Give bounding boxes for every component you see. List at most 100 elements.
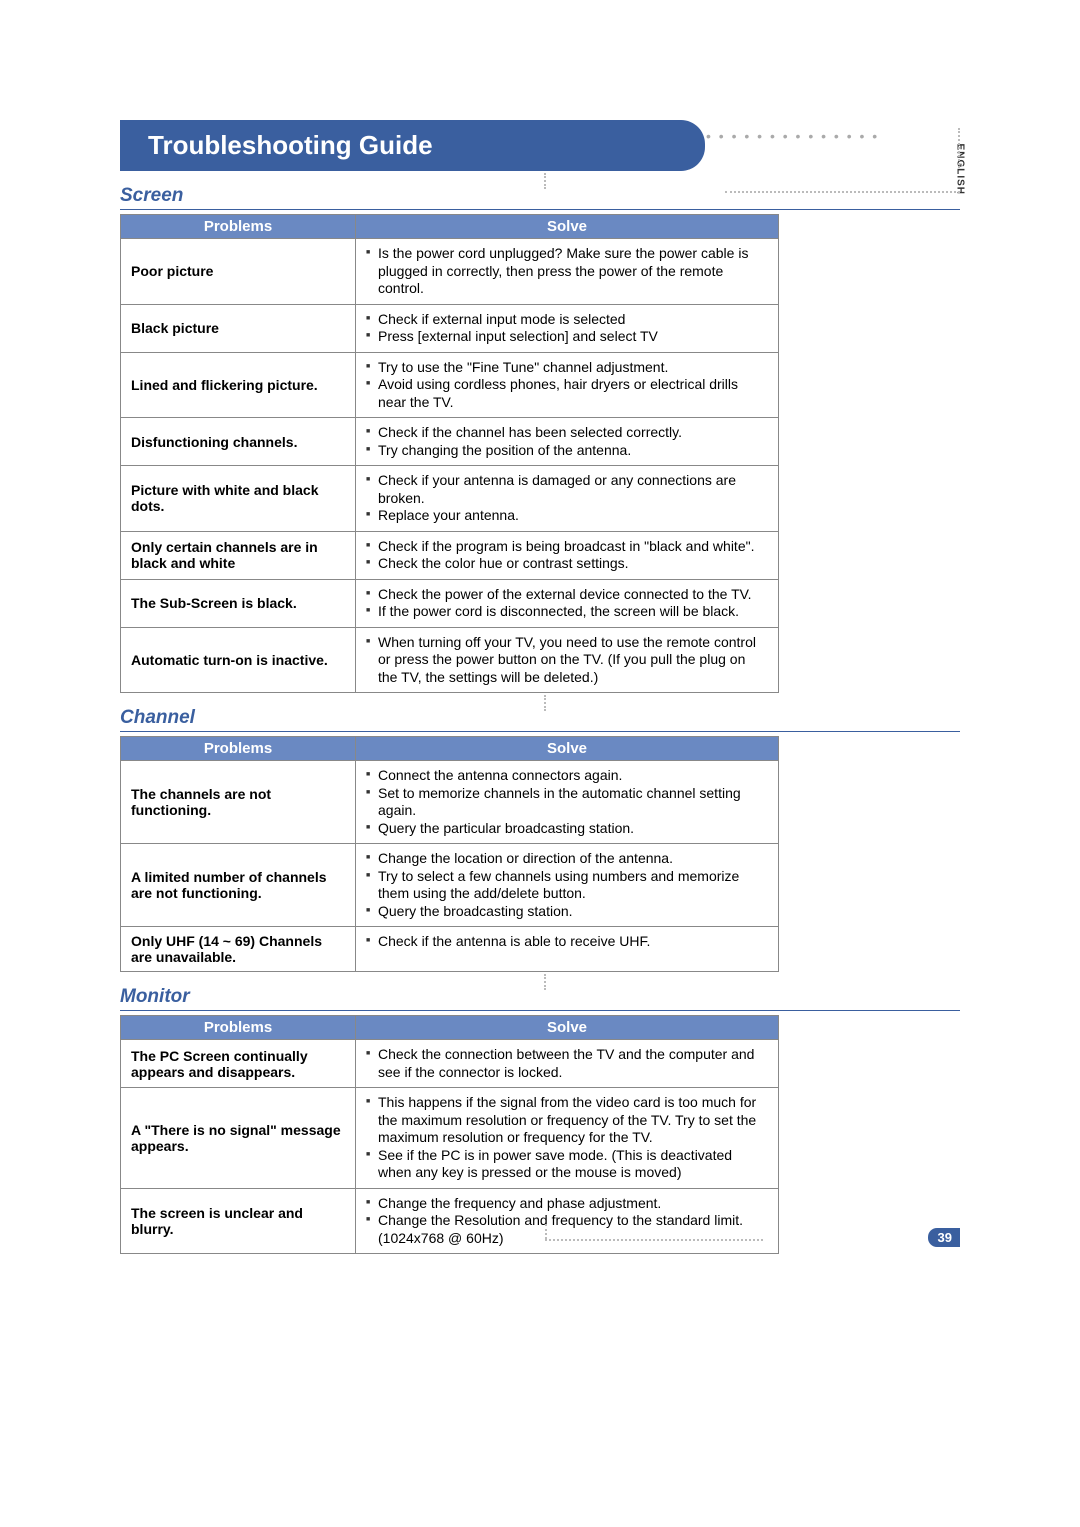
channel-table: Problems Solve The channels are not func… <box>120 736 779 972</box>
solve-item: Replace your antenna. <box>366 507 768 525</box>
solve-list: Check if your antenna is damaged or any … <box>366 472 768 525</box>
table-row: Lined and flickering picture.Try to use … <box>121 352 779 418</box>
decorative-dots <box>545 1224 547 1239</box>
table-row: Automatic turn-on is inactive.When turni… <box>121 627 779 693</box>
solve-item: Check the connection between the TV and … <box>366 1046 768 1081</box>
problem-cell: Lined and flickering picture. <box>121 352 356 418</box>
decorative-dots: • • • • • • • • • • • • • • <box>706 128 879 144</box>
table-row: Black picture Check if external input mod… <box>121 304 779 352</box>
solve-item: If the power cord is disconnected, the s… <box>366 603 768 621</box>
solve-list: Check if external input mode is selected… <box>366 311 768 346</box>
solve-item: Check the power of the external device c… <box>366 586 768 604</box>
solve-list: Check the connection between the TV and … <box>366 1046 768 1081</box>
solve-item: Query the particular broadcasting statio… <box>366 820 768 838</box>
solve-list: This happens if the signal from the vide… <box>366 1094 768 1182</box>
header-problems: Problems <box>121 1016 356 1040</box>
solve-item: This happens if the signal from the vide… <box>366 1094 768 1147</box>
solve-cell: Check the connection between the TV and … <box>356 1040 779 1088</box>
solve-list: When turning off your TV, you need to us… <box>366 634 768 687</box>
table-header-row: Problems Solve <box>121 737 779 761</box>
table-row: Only UHF (14 ~ 69) Channels are unavaila… <box>121 927 779 972</box>
solve-item: Is the power cord unplugged? Make sure t… <box>366 245 768 298</box>
section-title-screen: Screen <box>120 185 960 210</box>
solve-cell: Check if external input mode is selected… <box>356 304 779 352</box>
header-problems: Problems <box>121 215 356 239</box>
decorative-dots <box>544 974 546 990</box>
problem-cell: Picture with white and black dots. <box>121 466 356 532</box>
table-row: The screen is unclear and blurry.Change … <box>121 1188 779 1254</box>
decorative-dots <box>545 1239 763 1241</box>
monitor-table: Problems Solve The PC Screen continually… <box>120 1015 779 1254</box>
solve-cell: When turning off your TV, you need to us… <box>356 627 779 693</box>
solve-item: Check if your antenna is damaged or any … <box>366 472 768 507</box>
solve-item: Check if the program is being broadcast … <box>366 538 768 556</box>
solve-cell: Try to use the "Fine Tune" channel adjus… <box>356 352 779 418</box>
decorative-dots <box>544 695 546 711</box>
solve-cell: This happens if the signal from the vide… <box>356 1088 779 1189</box>
header-problems: Problems <box>121 737 356 761</box>
solve-list: Check the power of the external device c… <box>366 586 768 621</box>
solve-item: Connect the antenna connectors again. <box>366 767 768 785</box>
solve-cell: Connect the antenna connectors again.Set… <box>356 761 779 844</box>
section-title-label: Screen <box>120 185 183 206</box>
problem-cell: Automatic turn-on is inactive. <box>121 627 356 693</box>
table-row: Picture with white and black dots. Check … <box>121 466 779 532</box>
solve-list: Check if the channel has been selected c… <box>366 424 768 459</box>
solve-item: Check if external input mode is selected <box>366 311 768 329</box>
solve-item: Change the location or direction of the … <box>366 850 768 868</box>
table-header-row: Problems Solve <box>121 215 779 239</box>
solve-item: Check if the channel has been selected c… <box>366 424 768 442</box>
problem-cell: Only certain channels are in black and w… <box>121 531 356 579</box>
solve-item: Check if the antenna is able to receive … <box>366 933 768 951</box>
solve-item: Try to select a few channels using numbe… <box>366 868 768 903</box>
table-row: The Sub-Screen is black. Check the power … <box>121 579 779 627</box>
problem-cell: The PC Screen continually appears and di… <box>121 1040 356 1088</box>
section-title-monitor: Monitor <box>120 986 960 1011</box>
problem-cell: The Sub-Screen is black. <box>121 579 356 627</box>
section-title-channel: Channel <box>120 707 960 732</box>
table-header-row: Problems Solve <box>121 1016 779 1040</box>
page-title: Troubleshooting Guide <box>120 120 705 171</box>
solve-item: Avoid using cordless phones, hair dryers… <box>366 376 768 411</box>
solve-list: Check if the antenna is able to receive … <box>366 933 768 951</box>
solve-cell: Check if the channel has been selected c… <box>356 418 779 466</box>
solve-cell: Change the location or direction of the … <box>356 844 779 927</box>
solve-item: Change the Resolution and frequency to t… <box>366 1212 768 1247</box>
solve-cell: Is the power cord unplugged? Make sure t… <box>356 239 779 305</box>
solve-cell: Check the power of the external device c… <box>356 579 779 627</box>
section-title-label: Channel <box>120 707 195 728</box>
table-row: Only certain channels are in black and w… <box>121 531 779 579</box>
solve-list: Try to use the "Fine Tune" channel adjus… <box>366 359 768 412</box>
solve-list: Connect the antenna connectors again.Set… <box>366 767 768 837</box>
solve-item: Query the broadcasting station. <box>366 903 768 921</box>
table-row: Poor pictureIs the power cord unplugged?… <box>121 239 779 305</box>
problem-cell: The screen is unclear and blurry. <box>121 1188 356 1254</box>
screen-table: Problems Solve Poor pictureIs the power … <box>120 214 779 693</box>
problem-cell: Only UHF (14 ~ 69) Channels are unavaila… <box>121 927 356 972</box>
solve-cell: Check if the program is being broadcast … <box>356 531 779 579</box>
solve-cell: Check if your antenna is damaged or any … <box>356 466 779 532</box>
page-number-badge: 39 <box>928 1228 960 1247</box>
solve-item: See if the PC is in power save mode. (Th… <box>366 1147 768 1182</box>
header-solve: Solve <box>356 737 779 761</box>
table-row: The PC Screen continually appears and di… <box>121 1040 779 1088</box>
header-solve: Solve <box>356 1016 779 1040</box>
problem-cell: Black picture <box>121 304 356 352</box>
table-row: Disfunctioning channels. Check if the cha… <box>121 418 779 466</box>
problem-cell: A limited number of channels are not fun… <box>121 844 356 927</box>
table-row: A limited number of channels are not fun… <box>121 844 779 927</box>
solve-list: Change the location or direction of the … <box>366 850 768 920</box>
problem-cell: Poor picture <box>121 239 356 305</box>
decorative-dots <box>725 191 960 193</box>
solve-item: Check the color hue or contrast settings… <box>366 555 768 573</box>
solve-cell: Change the frequency and phase adjustmen… <box>356 1188 779 1254</box>
solve-list: Check if the program is being broadcast … <box>366 538 768 573</box>
problem-cell: Disfunctioning channels. <box>121 418 356 466</box>
decorative-dots <box>544 173 546 189</box>
solve-item: Press [external input selection] and sel… <box>366 328 768 346</box>
solve-cell: Check if the antenna is able to receive … <box>356 927 779 972</box>
problem-cell: The channels are not functioning. <box>121 761 356 844</box>
decorative-dots <box>958 128 960 168</box>
section-title-label: Monitor <box>120 986 190 1007</box>
solve-list: Is the power cord unplugged? Make sure t… <box>366 245 768 298</box>
